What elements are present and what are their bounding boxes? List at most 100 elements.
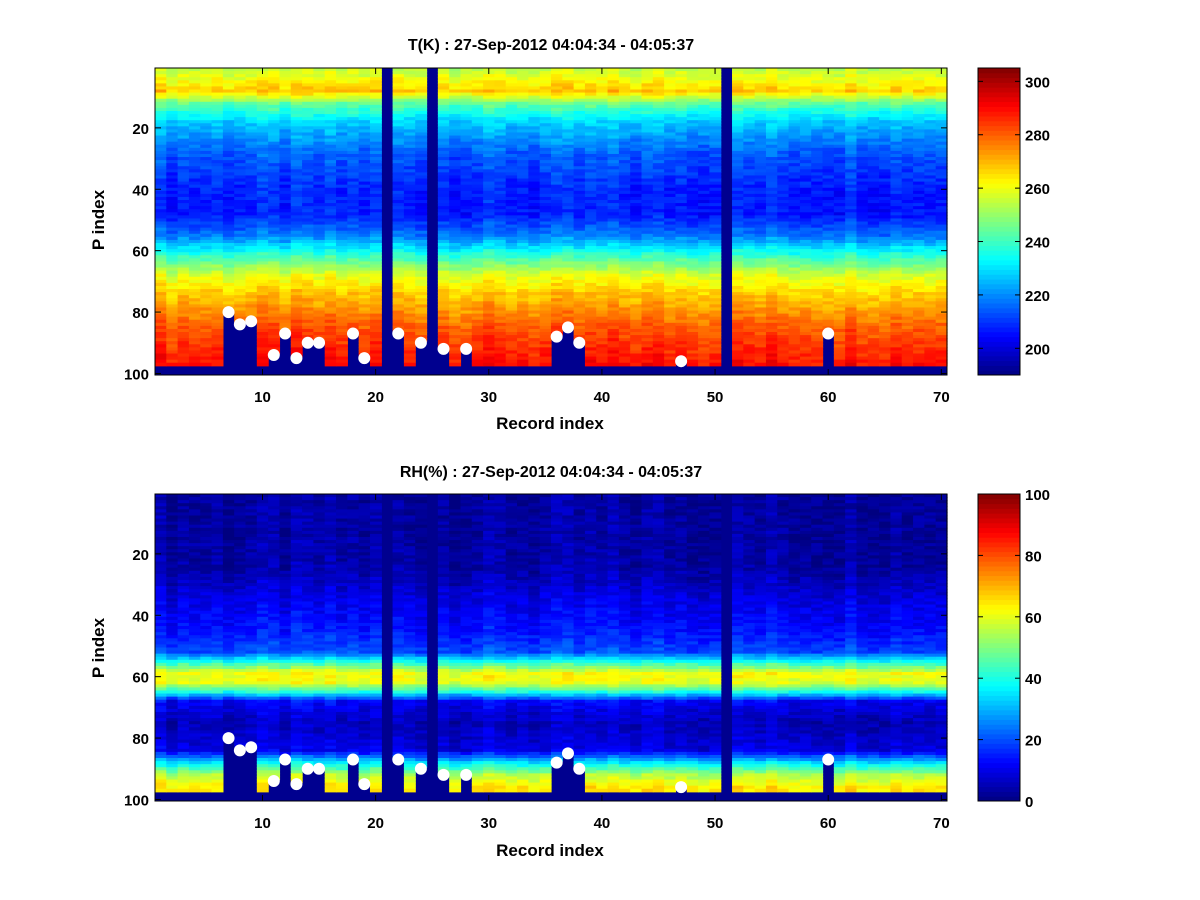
heatmap-cell [403,120,416,124]
heatmap-cell [596,335,609,339]
heatmap-cell [177,347,190,352]
heatmap-cell [392,322,405,327]
heatmap-cell [460,193,473,198]
heatmap-cell [652,190,665,195]
heatmap-cell [562,95,575,100]
heatmap-cell [449,356,462,361]
heatmap-cell [313,110,326,115]
heatmap-cell [607,104,620,109]
heatmap-cell [460,295,473,299]
heatmap-cell [630,132,643,137]
heatmap-cell [336,110,348,115]
heatmap-cell [347,178,360,183]
heatmap-cell [347,246,360,250]
heatmap-cell [675,246,688,250]
heatmap-cell [437,110,450,115]
heatmap-cell [573,301,586,305]
heatmap-cell [155,98,167,103]
heatmap-cell [415,141,428,146]
heatmap-cell [336,163,348,167]
heatmap-cell [449,138,462,143]
heatmap-cell [618,187,631,192]
heatmap-cell [279,101,292,106]
heatmap-cell [222,150,235,155]
heatmap-cell [336,107,348,112]
heatmap-cell [279,246,292,250]
heatmap-cell [607,175,620,180]
heatmap-cell [698,89,710,94]
heatmap-cell [313,200,326,204]
heatmap-cell [200,221,213,226]
heatmap-cell [256,110,269,115]
heatmap-cell [324,246,337,250]
heatmap-cell [222,295,235,299]
heatmap-cell [211,347,224,352]
heatmap-cell [188,304,201,309]
heatmap-cell [630,258,643,263]
heatmap-cell [279,117,292,121]
heatmap-cell [686,261,699,266]
heatmap-cell [245,104,258,109]
heatmap-cell [573,282,586,287]
heatmap-cell [483,325,496,330]
heatmap-cell [268,307,281,312]
heatmap-cell [539,252,552,256]
heatmap-cell [290,206,303,210]
heatmap-cell [517,255,529,259]
heatmap-cell [471,258,484,263]
heatmap-cell [630,341,643,345]
heatmap-cell [562,236,575,241]
heatmap-cell [369,169,382,173]
heatmap-cell [166,80,179,84]
heatmap-cell [403,71,416,75]
heatmap-cell [584,353,597,358]
heatmap-cell [686,86,699,91]
heatmap-cell [573,285,586,290]
heatmap-cell [188,184,201,189]
heatmap-cell [313,193,326,198]
heatmap-cell [256,285,269,290]
heatmap-cell [528,255,541,259]
heatmap-cell [494,298,507,302]
heatmap-cell [652,71,665,75]
heatmap-cell [652,279,665,284]
heatmap-cell [539,319,552,324]
heatmap-cell [358,239,371,244]
heatmap-cell [460,242,473,247]
heatmap-cell [551,101,563,106]
heatmap-cell [155,181,167,186]
heatmap-cell [607,101,620,106]
heatmap-cell [211,135,224,140]
heatmap-cell [256,98,269,103]
heatmap-cell [618,209,631,213]
heatmap-cell [686,221,699,226]
heatmap-cell [618,273,631,278]
heatmap-cell [347,267,360,272]
heatmap-cell [596,325,609,330]
heatmap-cell [551,242,563,247]
heatmap-cell [369,319,382,324]
heatmap-cell [596,187,609,192]
heatmap-cell [449,270,462,275]
heatmap-cell [166,270,179,275]
heatmap-cell [698,83,710,88]
heatmap-cell [279,261,292,266]
heatmap-cell [290,319,303,324]
heatmap-cell [517,212,529,216]
heatmap-cell [652,338,665,342]
heatmap-cell [347,92,360,97]
heatmap-cell [200,218,213,223]
heatmap-cell [313,71,326,75]
heatmap-cell [234,74,247,78]
heatmap-cell [607,359,620,364]
heatmap-cell [449,169,462,173]
heatmap-cell [324,276,337,281]
heatmap-cell [584,135,597,140]
heatmap-cell [415,71,428,75]
heatmap-cell [483,322,496,327]
heatmap-cell [256,335,269,339]
heatmap-cell [200,104,213,109]
heatmap-cell [551,144,563,149]
heatmap-cell [675,163,688,167]
heatmap-cell [505,209,518,213]
